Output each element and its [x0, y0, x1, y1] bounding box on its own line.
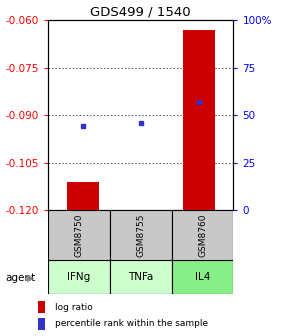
- Text: percentile rank within the sample: percentile rank within the sample: [55, 320, 208, 328]
- Bar: [48, 210, 110, 260]
- Bar: [110, 260, 172, 294]
- Bar: [125, 210, 157, 213]
- Bar: [172, 260, 233, 294]
- Bar: [110, 210, 172, 260]
- Bar: [38, 318, 45, 330]
- Text: GSM8750: GSM8750: [74, 213, 83, 257]
- Text: ▶: ▶: [27, 273, 34, 283]
- Bar: [67, 181, 99, 210]
- Text: agent: agent: [6, 273, 36, 283]
- Bar: [48, 260, 110, 294]
- Title: GDS499 / 1540: GDS499 / 1540: [90, 6, 191, 19]
- Bar: [183, 30, 215, 210]
- Text: GSM8760: GSM8760: [198, 213, 207, 257]
- Text: TNFa: TNFa: [128, 272, 153, 282]
- Text: IL4: IL4: [195, 272, 210, 282]
- Text: IFNg: IFNg: [67, 272, 90, 282]
- Text: log ratio: log ratio: [55, 303, 93, 311]
- Bar: [172, 210, 233, 260]
- Text: GSM8755: GSM8755: [136, 213, 145, 257]
- Bar: [38, 301, 45, 313]
